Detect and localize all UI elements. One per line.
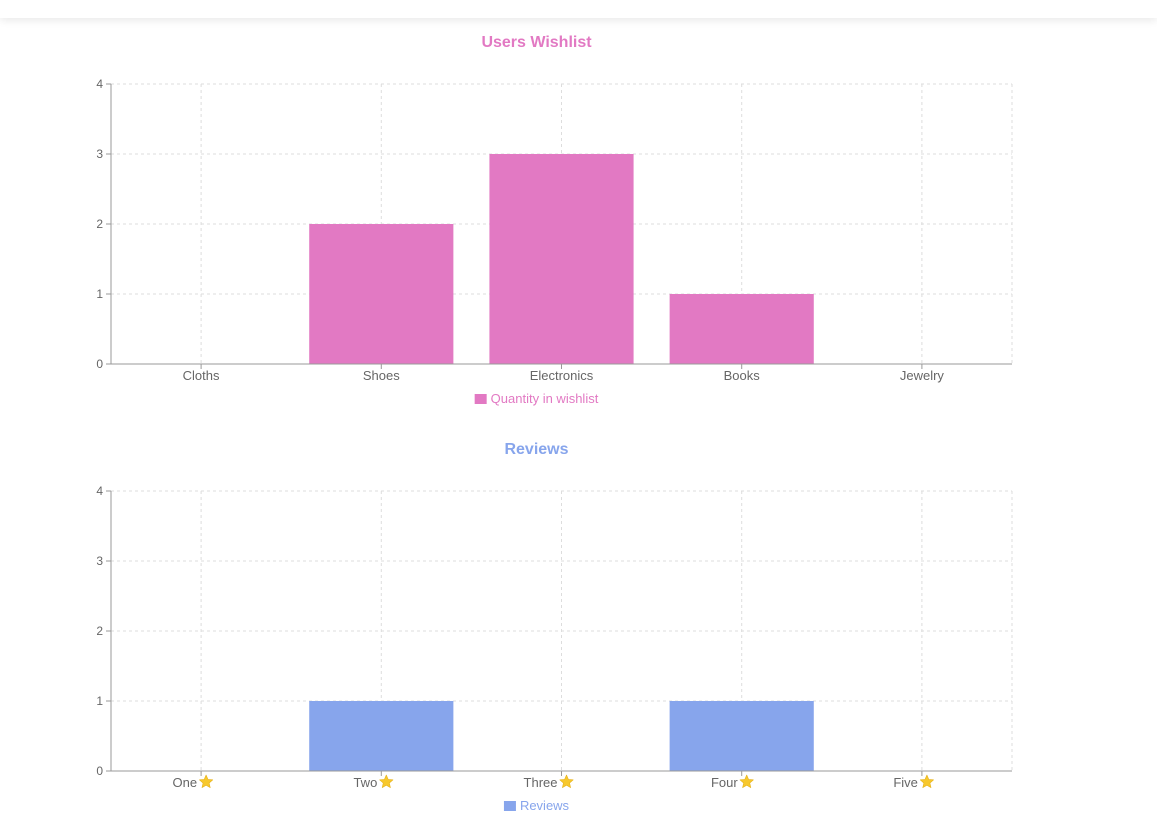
star-icon [919, 774, 934, 788]
y-tick-label: 1 [96, 287, 103, 301]
legend-swatch [503, 801, 516, 811]
x-tick-label: Five [893, 775, 918, 790]
y-tick-label: 4 [96, 484, 103, 498]
bar-four [669, 701, 814, 771]
bar-books [669, 294, 814, 364]
y-tick-label: 3 [96, 554, 103, 568]
bar-shoes [309, 224, 454, 364]
legend-label: Reviews [520, 798, 570, 813]
x-tick-label: Electronics [530, 368, 594, 383]
star-icon [559, 774, 574, 788]
star-icon [199, 774, 214, 788]
legend-label: Quantity in wishlist [491, 391, 599, 406]
chart-wishlist: Users Wishlist 0 1 2 3 4 Cloths Shoes Electronic… [96, 34, 1013, 406]
y-tick-label: 3 [96, 147, 103, 161]
chart-reviews: Reviews 0 1 2 3 4 One Two Three Four Five Reviews [96, 441, 1013, 813]
bar-electronics [489, 154, 634, 364]
x-tick-label: Jewelry [900, 368, 945, 383]
bar-two [309, 701, 454, 771]
y-tick-label: 2 [96, 624, 103, 638]
y-tick-label: 0 [96, 357, 103, 371]
x-tick-label: Four [711, 775, 738, 790]
y-tick-label: 4 [96, 77, 103, 91]
y-tick-label: 1 [96, 694, 103, 708]
legend-swatch [474, 394, 487, 404]
legend: Quantity in wishlist [474, 391, 599, 406]
x-tick-label: Shoes [363, 368, 400, 383]
legend: Reviews [503, 798, 570, 813]
y-tick-label: 0 [96, 764, 103, 778]
x-tick-label: Cloths [183, 368, 220, 383]
star-icon [739, 774, 754, 788]
star-icon [379, 774, 394, 788]
y-tick-label: 2 [96, 217, 103, 231]
chart-title: Reviews [504, 441, 568, 458]
x-tick-label: Three [524, 775, 558, 790]
x-tick-label: One [173, 775, 198, 790]
chart-title: Users Wishlist [481, 34, 592, 51]
x-tick-label: Books [724, 368, 761, 383]
x-tick-label: Two [353, 775, 377, 790]
top-bar [0, 0, 1157, 18]
